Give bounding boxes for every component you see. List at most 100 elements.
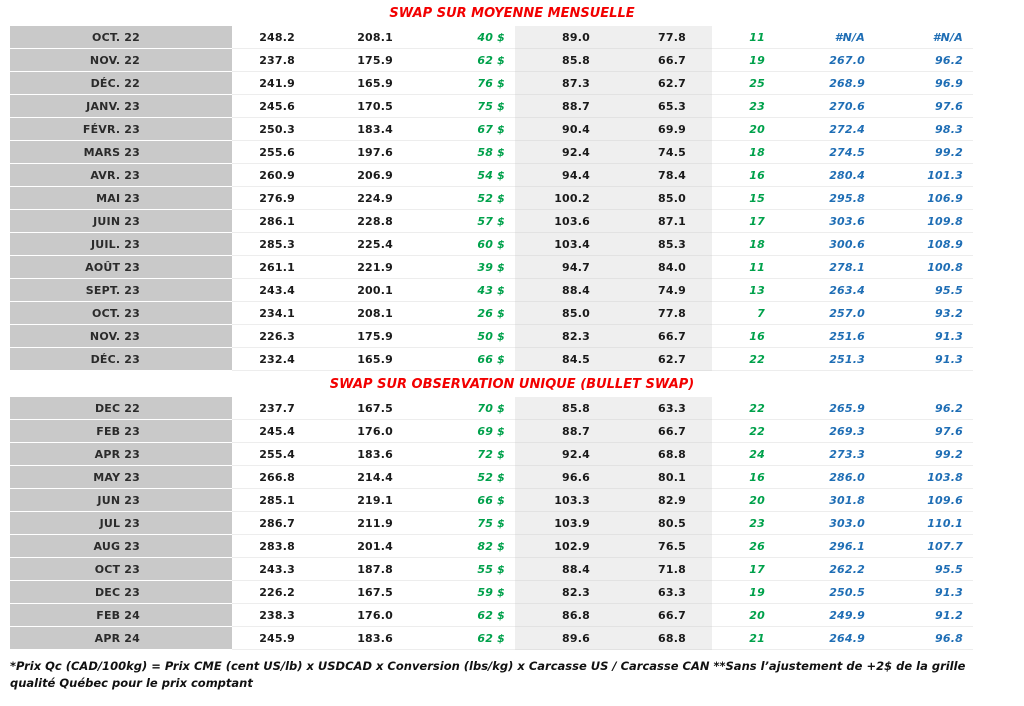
value-cell-8: 108.9 — [875, 233, 973, 256]
value-cell-4: 96.6 — [515, 466, 600, 489]
value-cell-8: 91.3 — [875, 325, 973, 348]
value-cell-3: 62 $ — [403, 604, 515, 627]
monthly-swap-title: SWAP SUR MOYENNE MENSUELLE — [389, 6, 635, 21]
section-bullet-swap: SWAP SUR OBSERVATION UNIQUE (BULLET SWAP… — [10, 375, 1014, 650]
table-row: FEB 24 238.3 176.0 62 $ 86.8 66.7 20 249… — [10, 604, 1014, 627]
value-cell-3: 59 $ — [403, 581, 515, 604]
value-cell-3: 62 $ — [403, 49, 515, 72]
value-cell-4: 103.6 — [515, 210, 600, 233]
value-cell-7: 280.4 — [775, 164, 875, 187]
value-cell-1: 276.9 — [232, 187, 305, 210]
value-cell-4: 88.7 — [515, 95, 600, 118]
value-cell-7: 278.1 — [775, 256, 875, 279]
value-cell-2: 214.4 — [305, 466, 403, 489]
value-cell-6: 19 — [712, 49, 775, 72]
value-cell-8: 109.8 — [875, 210, 973, 233]
value-cell-3: 66 $ — [403, 489, 515, 512]
table-row: AVR. 23 260.9 206.9 54 $ 94.4 78.4 16 28… — [10, 164, 1014, 187]
value-cell-6: 21 — [712, 627, 775, 650]
value-cell-3: 75 $ — [403, 95, 515, 118]
value-cell-2: 206.9 — [305, 164, 403, 187]
value-cell-3: 40 $ — [403, 26, 515, 49]
value-cell-3: 57 $ — [403, 210, 515, 233]
month-label: MARS 23 — [10, 141, 232, 164]
value-cell-1: 238.3 — [232, 604, 305, 627]
table-row: OCT 23 243.3 187.8 55 $ 88.4 71.8 17 262… — [10, 558, 1014, 581]
value-cell-5: 84.0 — [600, 256, 712, 279]
value-cell-6: 19 — [712, 581, 775, 604]
value-cell-7: 301.8 — [775, 489, 875, 512]
month-label: MAI 23 — [10, 187, 232, 210]
value-cell-3: 75 $ — [403, 512, 515, 535]
value-cell-5: 68.8 — [600, 627, 712, 650]
value-cell-2: 167.5 — [305, 581, 403, 604]
value-cell-4: 103.4 — [515, 233, 600, 256]
value-cell-8: 97.6 — [875, 95, 973, 118]
value-cell-5: 87.1 — [600, 210, 712, 233]
value-cell-3: 62 $ — [403, 627, 515, 650]
value-cell-6: 22 — [712, 397, 775, 420]
table-row: MAY 23 266.8 214.4 52 $ 96.6 80.1 16 286… — [10, 466, 1014, 489]
value-cell-7: 269.3 — [775, 420, 875, 443]
value-cell-3: 50 $ — [403, 325, 515, 348]
value-cell-4: 103.3 — [515, 489, 600, 512]
month-label: OCT 23 — [10, 558, 232, 581]
value-cell-6: 25 — [712, 72, 775, 95]
value-cell-1: 285.1 — [232, 489, 305, 512]
value-cell-6: 22 — [712, 420, 775, 443]
value-cell-7: 265.9 — [775, 397, 875, 420]
value-cell-5: 85.3 — [600, 233, 712, 256]
table-row: APR 23 255.4 183.6 72 $ 92.4 68.8 24 273… — [10, 443, 1014, 466]
table-row: OCT. 23 234.1 208.1 26 $ 85.0 77.8 7 257… — [10, 302, 1014, 325]
footnote: *Prix Qc (CAD/100kg) = Prix CME (cent US… — [10, 659, 966, 690]
value-cell-2: 224.9 — [305, 187, 403, 210]
value-cell-2: 221.9 — [305, 256, 403, 279]
value-cell-5: 80.1 — [600, 466, 712, 489]
value-cell-4: 88.7 — [515, 420, 600, 443]
value-cell-1: 255.6 — [232, 141, 305, 164]
month-label: SEPT. 23 — [10, 279, 232, 302]
month-label: APR 24 — [10, 627, 232, 650]
value-cell-8: 96.9 — [875, 72, 973, 95]
value-cell-8: 103.8 — [875, 466, 973, 489]
value-cell-4: 89.6 — [515, 627, 600, 650]
value-cell-6: 17 — [712, 210, 775, 233]
table-row: FEB 23 245.4 176.0 69 $ 88.7 66.7 22 269… — [10, 420, 1014, 443]
value-cell-2: 225.4 — [305, 233, 403, 256]
value-cell-4: 94.7 — [515, 256, 600, 279]
table-row: AOÛT 23 261.1 221.9 39 $ 94.7 84.0 11 27… — [10, 256, 1014, 279]
value-cell-2: 183.6 — [305, 443, 403, 466]
value-cell-3: 52 $ — [403, 466, 515, 489]
value-cell-3: 60 $ — [403, 233, 515, 256]
value-cell-7: 257.0 — [775, 302, 875, 325]
value-cell-6: 17 — [712, 558, 775, 581]
value-cell-2: 165.9 — [305, 348, 403, 371]
value-cell-1: 260.9 — [232, 164, 305, 187]
value-cell-4: 92.4 — [515, 141, 600, 164]
value-cell-7: 295.8 — [775, 187, 875, 210]
table-row: JUIN 23 286.1 228.8 57 $ 103.6 87.1 17 3… — [10, 210, 1014, 233]
table-row: DÉC. 23 232.4 165.9 66 $ 84.5 62.7 22 25… — [10, 348, 1014, 371]
bullet-swap-table: DEC 22 237.7 167.5 70 $ 85.8 63.3 22 265… — [10, 397, 1014, 650]
value-cell-1: 243.3 — [232, 558, 305, 581]
value-cell-3: 82 $ — [403, 535, 515, 558]
value-cell-1: 285.3 — [232, 233, 305, 256]
value-cell-4: 86.8 — [515, 604, 600, 627]
table-row: NOV. 23 226.3 175.9 50 $ 82.3 66.7 16 25… — [10, 325, 1014, 348]
section-monthly-average-swap: SWAP SUR MOYENNE MENSUELLE OCT. 22 248.2… — [10, 4, 1014, 371]
value-cell-5: 74.9 — [600, 279, 712, 302]
month-label: JUL 23 — [10, 512, 232, 535]
value-cell-5: 80.5 — [600, 512, 712, 535]
value-cell-8: 96.2 — [875, 397, 973, 420]
month-label: OCT. 23 — [10, 302, 232, 325]
month-label: APR 23 — [10, 443, 232, 466]
value-cell-3: 43 $ — [403, 279, 515, 302]
value-cell-6: 16 — [712, 325, 775, 348]
value-cell-6: 16 — [712, 466, 775, 489]
value-cell-1: 237.8 — [232, 49, 305, 72]
value-cell-2: 165.9 — [305, 72, 403, 95]
value-cell-7: 268.9 — [775, 72, 875, 95]
value-cell-8: 96.2 — [875, 49, 973, 72]
value-cell-5: 63.3 — [600, 581, 712, 604]
